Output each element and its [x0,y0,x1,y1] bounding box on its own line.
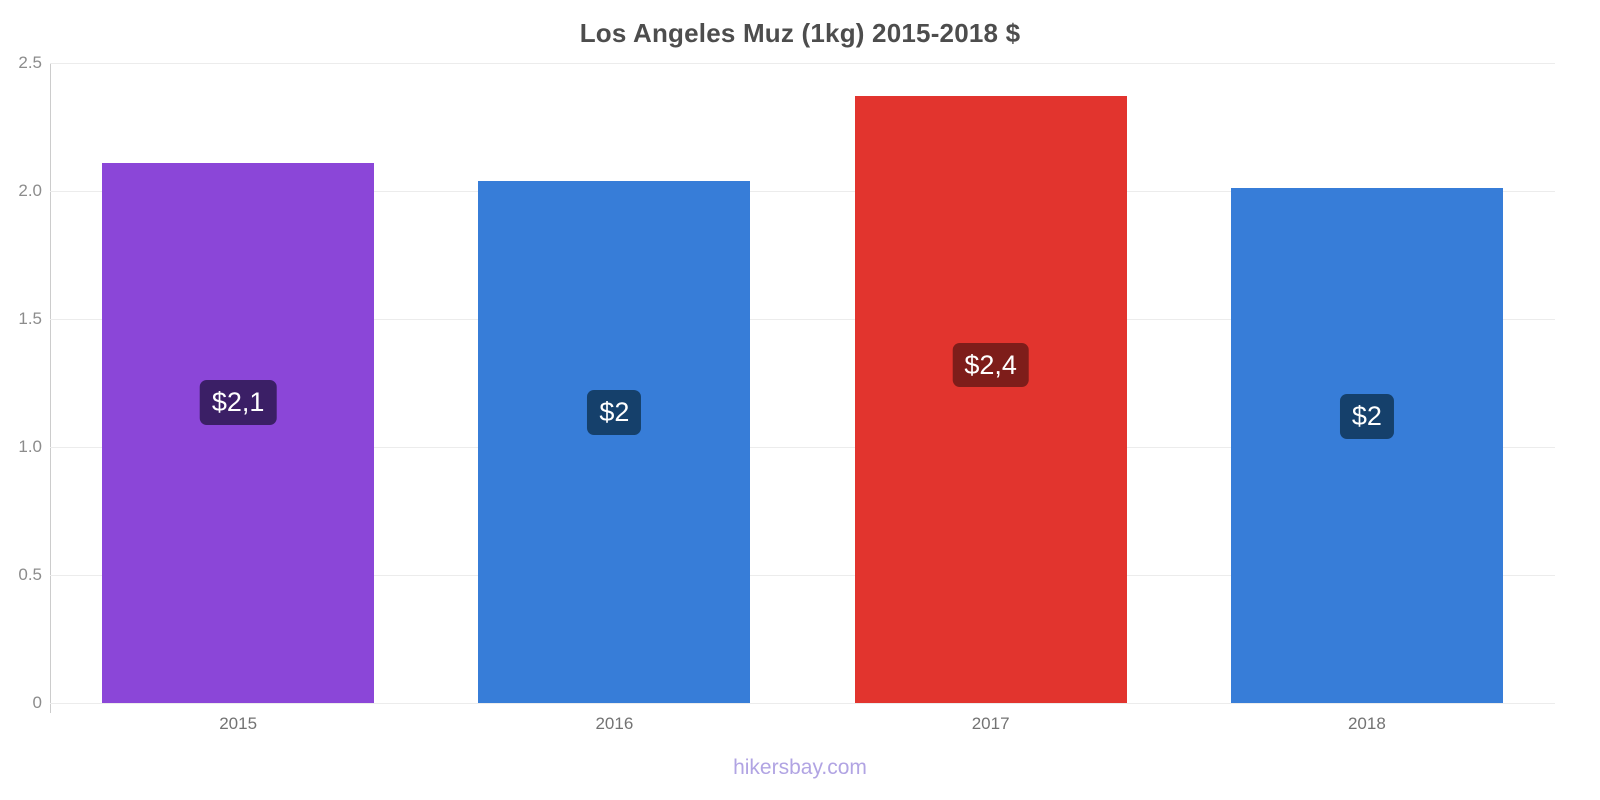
y-tick-label: 2.5 [18,53,42,72]
y-tick-label: 0.5 [18,565,42,584]
gridline [50,191,1555,192]
y-tick-label: 1.5 [18,309,42,328]
plot-area: $2,1 $2 $2,4 $2 [50,63,1555,704]
x-tick-label: 2017 [971,714,1010,733]
y-axis-line [50,63,51,713]
value-badge: $2 [1339,394,1394,439]
y-tick-label: 1.0 [18,437,42,456]
gridline [50,447,1555,448]
x-tick-label: 2016 [595,714,634,733]
chart-title: Los Angeles Muz (1kg) 2015-2018 $ [579,18,1021,48]
x-tick-label: 2015 [219,714,258,733]
bar-2016[interactable]: $2 [478,180,751,703]
bar-2017[interactable]: $2,4 [854,96,1127,703]
y-tick-label: 0 [32,693,42,712]
value-badge: $2,1 [199,380,277,425]
gridline [50,703,1555,704]
footer-watermark: hikersbay.com [733,756,867,779]
x-tick-label: 2018 [1347,714,1386,733]
gridline [50,63,1555,64]
y-tick-label: 2.0 [18,181,42,200]
value-badge: $2,4 [952,342,1029,388]
value-badge: $2 [587,390,642,435]
bar-2015[interactable]: $2,1 [102,162,375,703]
bar-2018[interactable]: $2 [1230,188,1503,703]
gridline [50,319,1555,320]
gridline [50,575,1555,576]
